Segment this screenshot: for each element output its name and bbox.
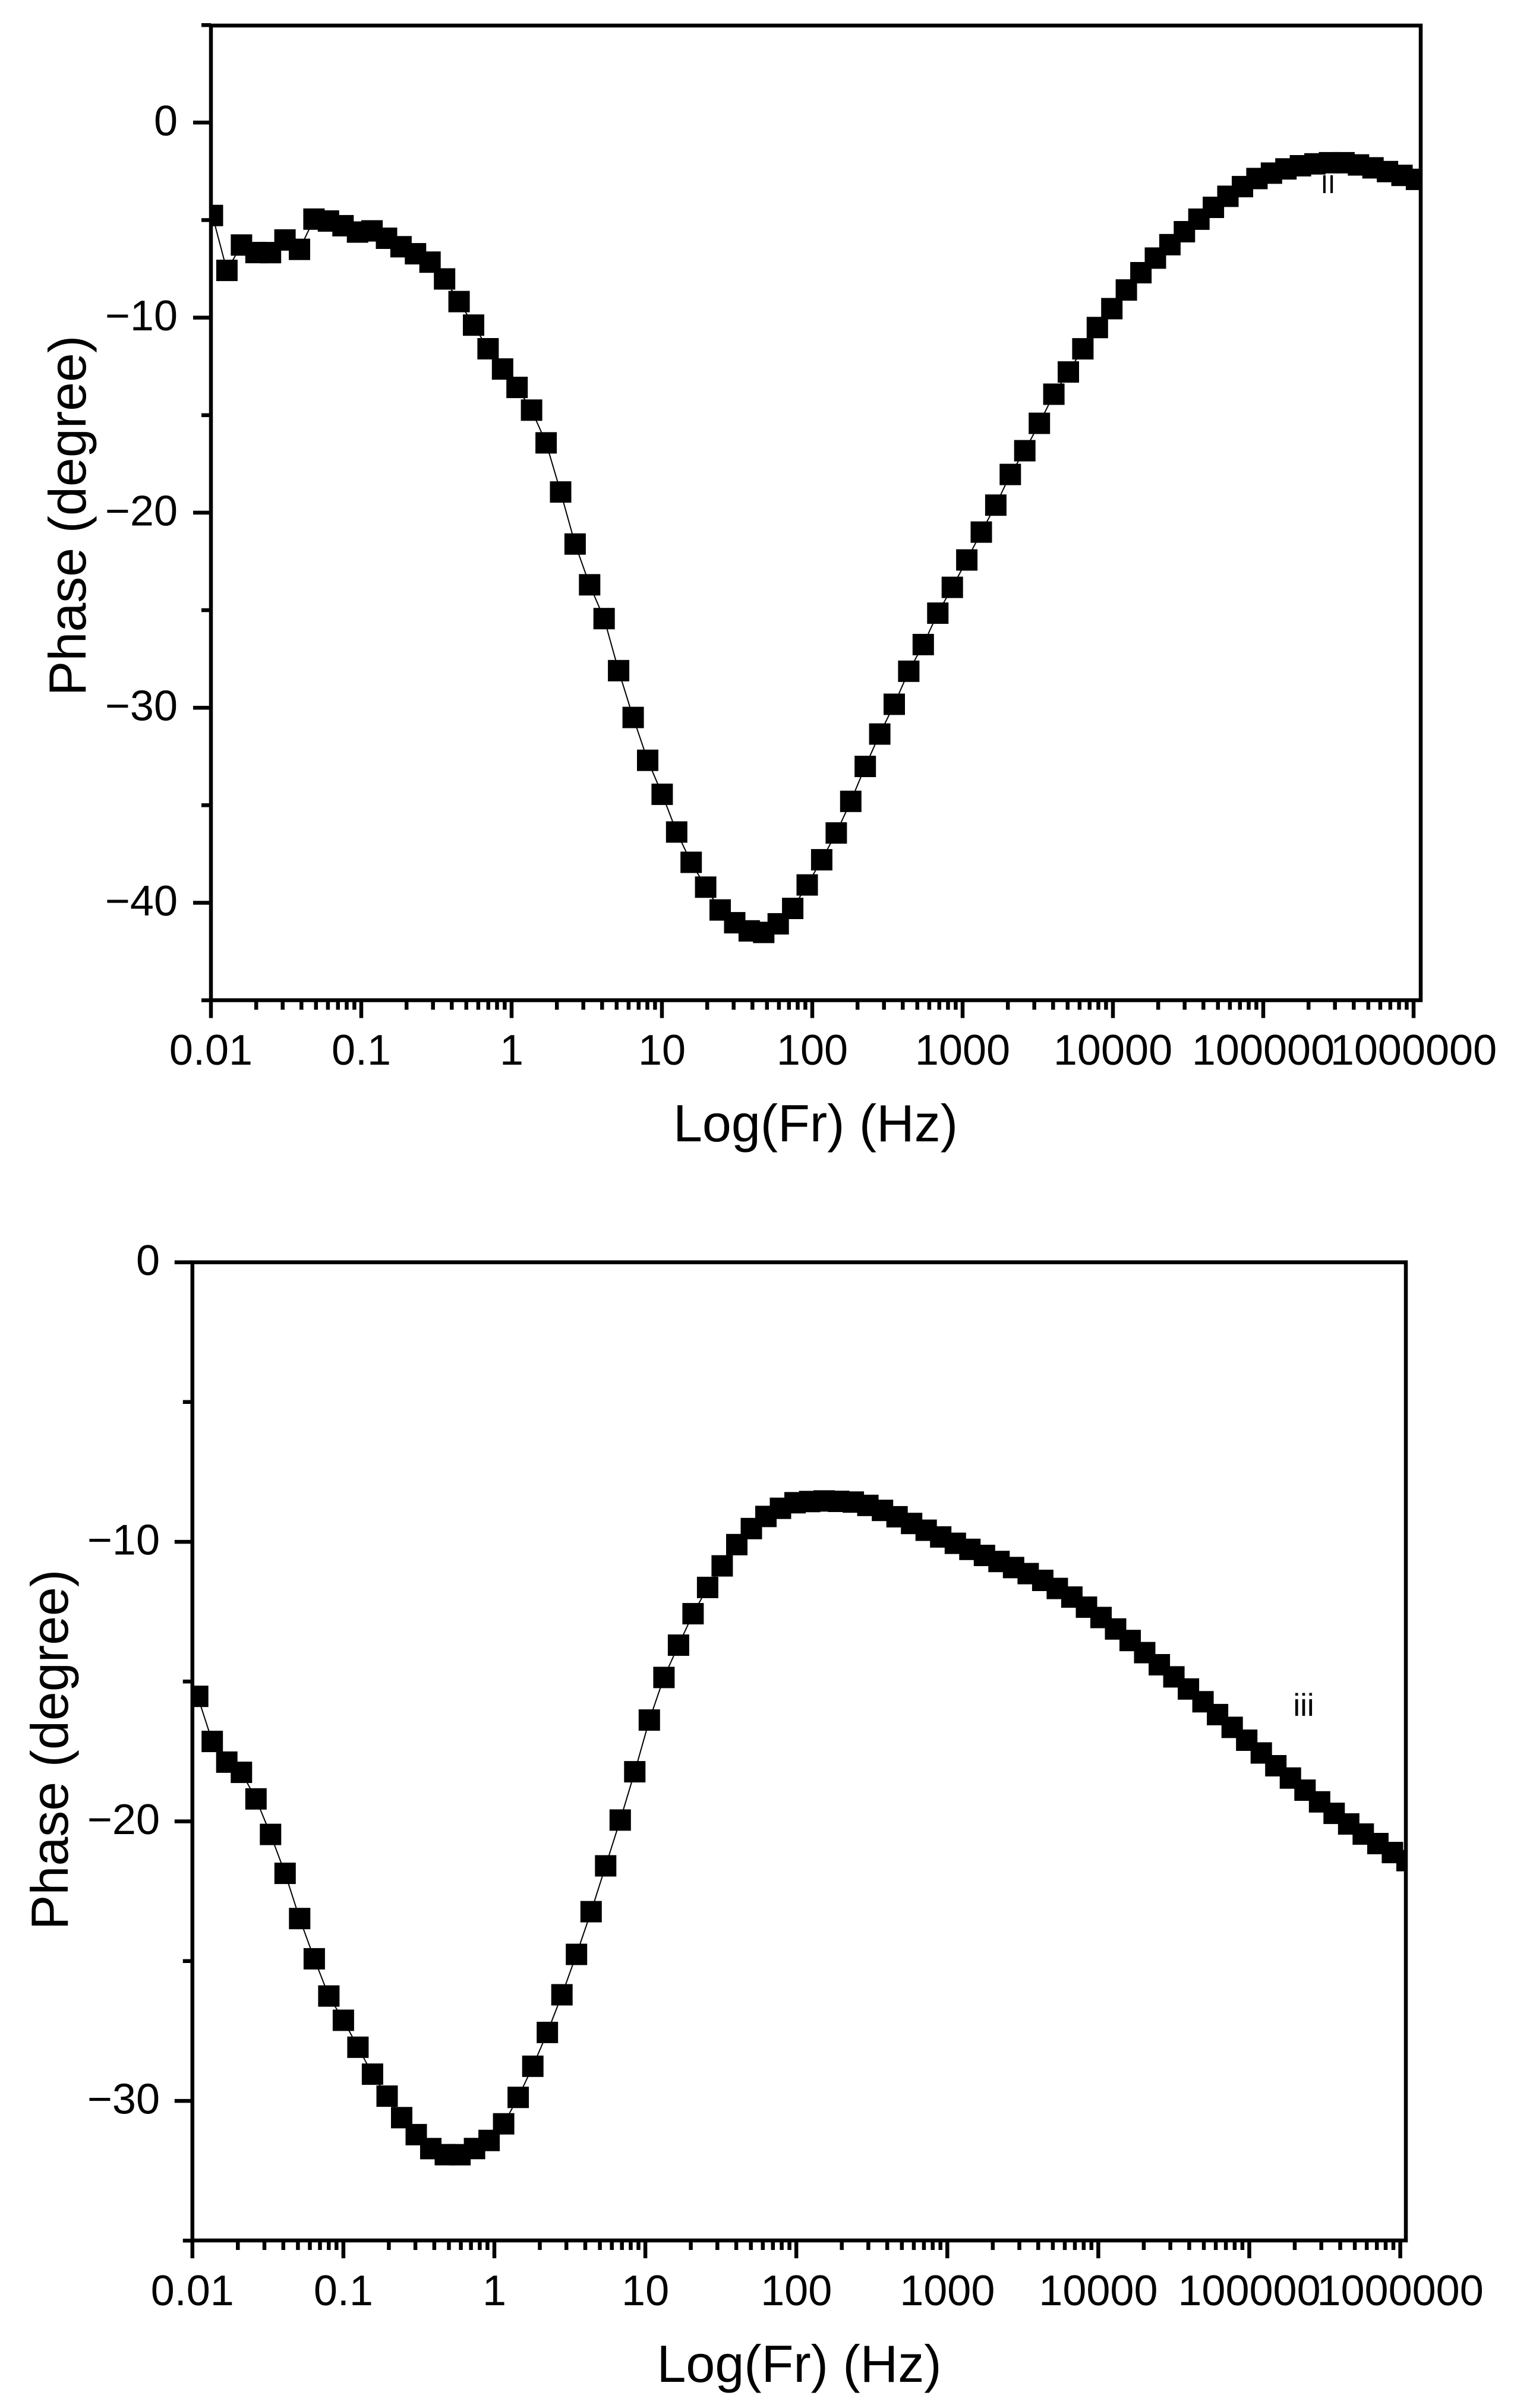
svg-text:0: 0 [136, 1237, 160, 1285]
svg-text:10000: 10000 [1054, 1027, 1172, 1074]
svg-text:1: 1 [500, 1027, 523, 1074]
svg-text:1000: 1000 [915, 1027, 1010, 1074]
svg-text:100000: 100000 [1178, 2267, 1320, 2315]
svg-text:−10: −10 [87, 1517, 160, 1564]
svg-text:1000000: 1000000 [1330, 1027, 1497, 1074]
svg-text:10000: 10000 [1039, 2267, 1157, 2315]
svg-text:Log(Fr) (Hz): Log(Fr) (Hz) [673, 1094, 958, 1153]
svg-text:1000: 1000 [900, 2267, 995, 2315]
svg-text:−20: −20 [87, 1796, 160, 1844]
svg-text:10: 10 [638, 1027, 686, 1074]
svg-text:10: 10 [622, 2267, 669, 2315]
svg-text:iii: iii [1293, 1688, 1314, 1723]
svg-text:−30: −30 [87, 2076, 160, 2123]
svg-text:Phase (degree): Phase (degree) [38, 336, 97, 696]
svg-text:−20: −20 [105, 487, 178, 535]
svg-text:0: 0 [154, 97, 178, 145]
svg-text:−10: −10 [105, 292, 178, 340]
svg-text:−30: −30 [105, 683, 178, 730]
svg-text:100000: 100000 [1192, 1027, 1335, 1074]
svg-text:100: 100 [761, 2267, 832, 2315]
svg-text:1000000: 1000000 [1317, 2267, 1483, 2315]
svg-text:1: 1 [482, 2267, 506, 2315]
svg-text:II: II [1321, 170, 1335, 199]
svg-text:0.1: 0.1 [314, 2267, 373, 2315]
svg-text:0.1: 0.1 [332, 1027, 391, 1074]
svg-text:Phase (degree): Phase (degree) [20, 1570, 79, 1930]
svg-text:Log(Fr) (Hz): Log(Fr) (Hz) [657, 2334, 941, 2393]
svg-text:0.01: 0.01 [169, 1027, 253, 1074]
svg-text:100: 100 [777, 1027, 848, 1074]
svg-text:−40: −40 [105, 878, 178, 925]
svg-text:0.01: 0.01 [151, 2267, 234, 2315]
